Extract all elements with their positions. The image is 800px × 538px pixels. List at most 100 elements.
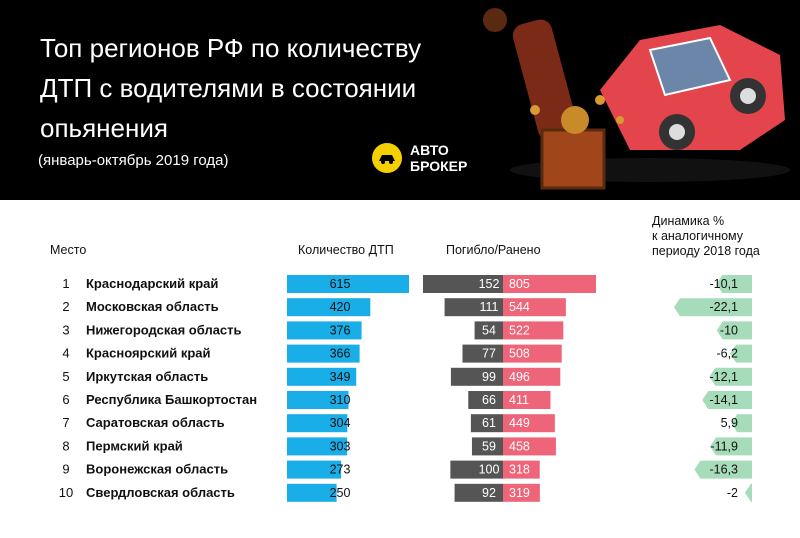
count-label: 366 (330, 347, 351, 361)
dynamics-label: -10,1 (710, 277, 739, 291)
dynamics-bar (716, 275, 752, 293)
deaths-label: 99 (482, 370, 496, 384)
injured-label: 522 (509, 323, 530, 337)
dynamics-label: -10 (720, 323, 738, 337)
injured-bar (503, 344, 562, 363)
count-bar (287, 460, 342, 479)
count-label: 303 (330, 439, 351, 453)
deaths-label: 92 (482, 486, 496, 500)
deaths-bar (468, 391, 503, 409)
subtitle: (январь-октябрь 2019 года) (38, 152, 229, 169)
deaths-label: 59 (482, 439, 496, 453)
column-header-count: Количество ДТП (298, 243, 394, 257)
count-label: 349 (330, 370, 351, 384)
region-name: Республика Башкортостан (86, 392, 257, 407)
dynamics-bar (674, 298, 752, 317)
column-header-casualties: Погибло/Ранено (446, 243, 541, 257)
deaths-bar (454, 483, 503, 502)
dynamics-label: -6,2 (716, 347, 738, 361)
dynamics-label: -2 (727, 486, 738, 500)
dynamics-label: 5,9 (721, 416, 738, 430)
count-label: 376 (330, 323, 351, 337)
header-line: периоду 2018 года (652, 244, 760, 258)
dynamics-bar (744, 483, 752, 502)
car-logo-icon (372, 143, 402, 173)
deaths-label: 111 (479, 300, 498, 314)
region-name: Пермский край (86, 438, 183, 453)
ranking-table: Место Количество ДТП Погибло/Ранено Дина… (0, 200, 800, 538)
car-crash-illustration (483, 8, 790, 190)
deaths-bar (470, 414, 503, 433)
title-line: ДТП с водителями в состоянии (40, 73, 417, 103)
dynamics-label: -16,3 (710, 463, 739, 477)
deaths-bar (471, 437, 503, 456)
injured-bar (503, 414, 555, 433)
dynamics-label: -12,1 (710, 370, 739, 384)
page-title: Топ регионов РФ по количеству ДТП с води… (40, 28, 510, 148)
dynamics-label: -22,1 (710, 300, 739, 314)
dynamics-bar (716, 321, 752, 340)
place-number: 2 (62, 299, 69, 314)
count-bar (287, 391, 349, 409)
injured-bar (503, 321, 564, 340)
count-bar (287, 367, 357, 386)
count-label: 250 (330, 486, 351, 500)
place-number: 9 (62, 462, 69, 477)
column-header-dynamics: Динамика % к аналогичному периоду 2018 г… (652, 214, 760, 259)
injured-bar (503, 367, 561, 386)
count-bar (287, 437, 348, 456)
dynamics-bar (710, 437, 752, 456)
place-number: 10 (59, 485, 73, 500)
deaths-bar (462, 344, 503, 363)
count-bar (287, 298, 371, 317)
count-bar (287, 344, 360, 363)
injured-bar (503, 437, 556, 456)
place-number: 8 (62, 438, 69, 453)
place-number: 3 (62, 322, 69, 337)
data-chart: 1 Краснодарский край 615 152 805 -10,12 Москов… (59, 275, 752, 502)
count-bar (287, 414, 348, 433)
title-line: Топ регионов РФ по количеству (40, 33, 422, 63)
injured-bar (503, 460, 540, 479)
dynamics-bar (702, 391, 752, 409)
count-label: 420 (330, 300, 351, 314)
injured-label: 508 (509, 347, 530, 361)
dynamics-bar (694, 460, 752, 479)
region-name: Свердловская область (86, 485, 235, 500)
header-banner: Топ регионов РФ по количеству ДТП с води… (0, 0, 800, 200)
count-bar (287, 275, 409, 293)
deaths-bar (423, 275, 503, 293)
injured-label: 318 (509, 463, 530, 477)
region-name: Московская область (86, 299, 219, 314)
count-label: 310 (330, 393, 351, 407)
region-name: Красноярский край (86, 346, 210, 361)
injured-bar (503, 391, 551, 409)
logo-text: АВТО БРОКЕР (410, 142, 467, 174)
deaths-bar (444, 298, 503, 317)
injured-label: 544 (509, 300, 530, 314)
place-number: 6 (62, 392, 69, 407)
dynamics-label: -11,9 (710, 439, 738, 453)
place-number: 5 (62, 369, 69, 384)
deaths-bar (474, 321, 503, 340)
deaths-label: 152 (479, 277, 500, 291)
dynamics-bar (709, 367, 752, 386)
logo: АВТО БРОКЕР (372, 142, 467, 174)
injured-label: 805 (509, 277, 530, 291)
count-label: 273 (330, 463, 351, 477)
region-name: Саратовская область (86, 415, 225, 430)
logo-line: АВТО (410, 142, 449, 158)
region-name: Воронежская область (86, 462, 228, 477)
injured-label: 411 (509, 393, 529, 407)
injured-label: 458 (509, 439, 530, 453)
deaths-label: 100 (479, 463, 500, 477)
deaths-label: 54 (482, 323, 496, 337)
injured-bar (503, 275, 596, 293)
region-name: Нижегородская область (86, 322, 242, 337)
deaths-bar (450, 367, 503, 386)
count-label: 615 (330, 277, 351, 291)
dynamics-label: -14,1 (710, 393, 739, 407)
count-bar (287, 483, 337, 502)
logo-line: БРОКЕР (410, 158, 468, 174)
place-number: 4 (62, 346, 69, 361)
